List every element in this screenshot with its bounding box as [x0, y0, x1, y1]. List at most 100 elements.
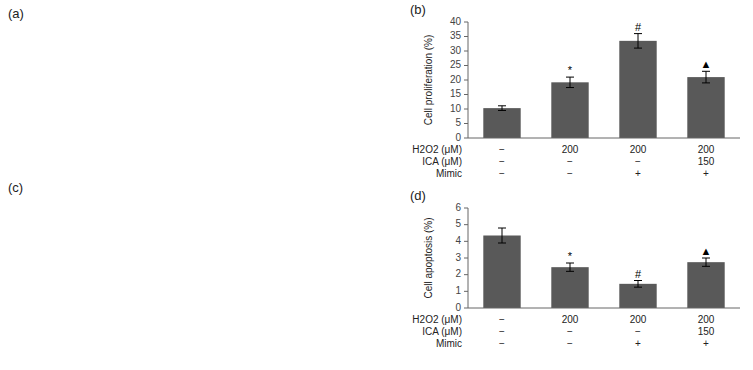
y-tick-label: 25 — [450, 59, 462, 70]
annotation: ▲ — [701, 245, 712, 257]
annotation: # — [635, 21, 642, 33]
error-cap — [634, 280, 642, 281]
annotation: ▲ — [701, 58, 712, 70]
y-tick — [464, 274, 468, 275]
category-label: 200 — [630, 144, 647, 155]
y-tick — [464, 80, 468, 81]
x-axis-line — [468, 138, 740, 139]
category-label: − — [499, 144, 505, 155]
y-axis-line — [468, 208, 469, 308]
category-row-label: H2O2 (μM) — [412, 314, 462, 325]
error-line — [706, 258, 707, 266]
error-line — [638, 34, 639, 49]
y-tick — [464, 65, 468, 66]
y-tick-label: 5 — [455, 117, 461, 128]
y-tick — [464, 109, 468, 110]
y-tick-label: 6 — [455, 202, 461, 213]
bar — [687, 77, 724, 138]
figure: (a)(c)(b)0510152025303540Cell proliferat… — [0, 0, 753, 370]
error-line — [706, 71, 707, 83]
error-cap — [702, 266, 710, 267]
category-label: + — [635, 338, 641, 349]
error-cap — [498, 228, 506, 229]
error-cap — [566, 77, 574, 78]
error-bar — [498, 106, 506, 111]
error-bar — [702, 258, 710, 266]
panel-title: (b) — [410, 2, 426, 17]
error-line — [570, 77, 571, 87]
annotation: # — [635, 268, 642, 280]
error-bar — [634, 34, 642, 49]
y-tick — [464, 308, 468, 309]
category-label: − — [567, 168, 573, 179]
y-tick — [464, 138, 468, 139]
category-label: 200 — [698, 144, 715, 155]
bar — [551, 267, 588, 308]
panel-label: (c) — [8, 180, 23, 195]
annotation: * — [568, 64, 573, 76]
annotation: * — [568, 250, 573, 262]
y-tick-label: 0 — [455, 132, 461, 143]
bar — [687, 262, 724, 308]
category-row-label: ICA (μM) — [422, 156, 462, 167]
bar-panel: (d)0123456Cell apoptosis (%)*#▲H2O2 (μM)… — [410, 188, 740, 349]
category-label: − — [499, 338, 505, 349]
y-tick — [464, 258, 468, 259]
error-cap — [634, 287, 642, 288]
error-cap — [566, 87, 574, 88]
category-label: − — [499, 168, 505, 179]
error-bar — [566, 263, 574, 271]
y-tick — [464, 123, 468, 124]
marks — [483, 34, 724, 138]
category-label: − — [635, 326, 641, 337]
error-cap — [498, 110, 506, 111]
category-label: − — [499, 326, 505, 337]
error-cap — [634, 48, 642, 49]
bar — [551, 82, 588, 138]
category-label: − — [567, 326, 573, 337]
y-tick — [464, 22, 468, 23]
y-tick-label: 30 — [450, 45, 462, 56]
error-line — [638, 281, 639, 288]
category-label: + — [635, 168, 641, 179]
category-label: − — [499, 314, 505, 325]
category-label: 150 — [698, 156, 715, 167]
error-cap — [498, 243, 506, 244]
y-tick-label: 1 — [455, 285, 461, 296]
category-label: 200 — [562, 314, 579, 325]
category-label: − — [567, 338, 573, 349]
x-axis-line — [468, 308, 740, 309]
bar — [483, 236, 520, 309]
category-label: − — [567, 156, 573, 167]
y-tick — [464, 224, 468, 225]
y-tick-label: 3 — [455, 252, 461, 263]
category-row-label: H2O2 (μM) — [412, 144, 462, 155]
category-row-label: Mimic — [436, 168, 462, 179]
y-tick — [464, 241, 468, 242]
bar — [483, 108, 520, 138]
y-tick-label: 10 — [450, 103, 462, 114]
y-tick-label: 35 — [450, 30, 462, 41]
error-line — [502, 106, 503, 111]
category-label: + — [703, 338, 709, 349]
error-bar — [702, 71, 710, 83]
category-label: − — [635, 156, 641, 167]
y-tick — [464, 36, 468, 37]
bar-panel: (b)0510152025303540Cell proliferation (%… — [410, 2, 740, 179]
error-line — [570, 263, 571, 271]
error-cap — [702, 71, 710, 72]
panel-label: (a) — [8, 6, 24, 21]
y-tick — [464, 51, 468, 52]
y-axis-label: Cell apoptosis (%) — [423, 217, 434, 298]
bar — [619, 284, 656, 308]
category-label: − — [499, 156, 505, 167]
y-axis-label: Cell proliferation (%) — [423, 35, 434, 126]
error-bar — [566, 77, 574, 87]
y-tick-label: 20 — [450, 74, 462, 85]
y-tick-label: 0 — [455, 302, 461, 313]
error-bar — [498, 228, 506, 243]
category-label: + — [703, 168, 709, 179]
error-cap — [634, 33, 642, 34]
error-cap — [498, 105, 506, 106]
error-bar — [634, 281, 642, 288]
